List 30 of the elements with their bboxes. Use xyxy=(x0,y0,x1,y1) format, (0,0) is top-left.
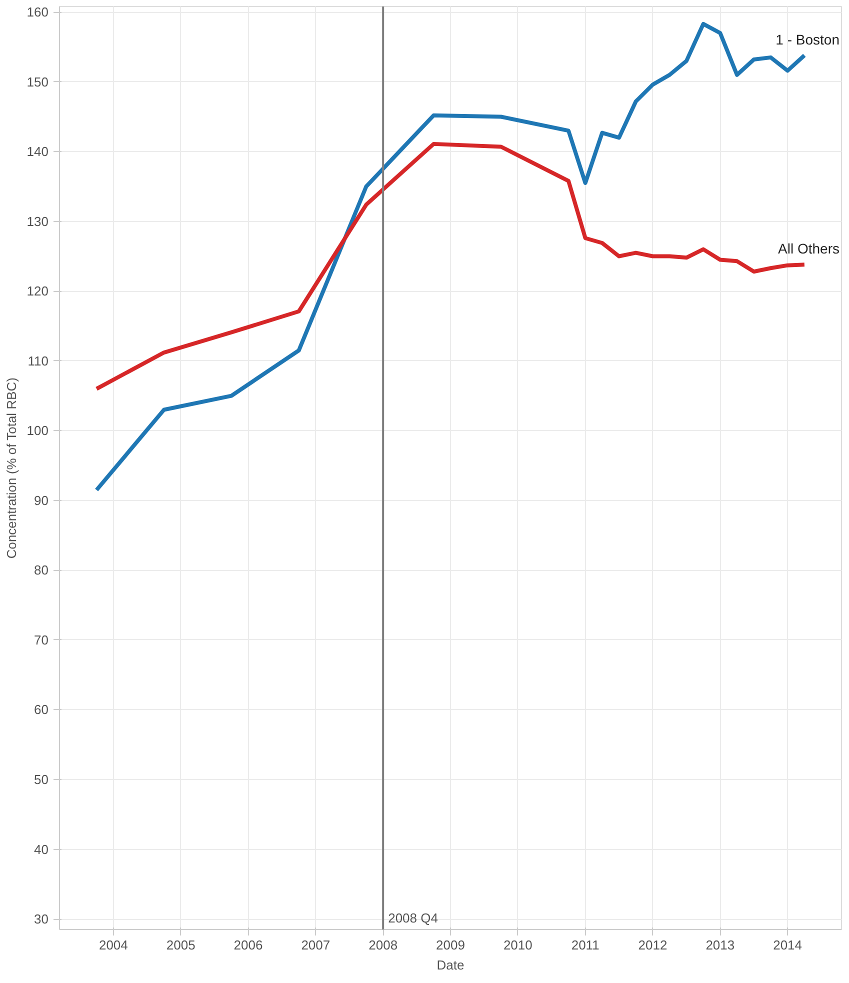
x-tick-label: 2012 xyxy=(638,938,668,952)
x-tick-label: 2008 xyxy=(368,938,398,952)
y-tick-label: 120 xyxy=(26,284,49,299)
x-tick-label: 2004 xyxy=(98,938,128,952)
x-axis-title: Date xyxy=(436,958,464,972)
y-tick-label: 60 xyxy=(34,702,49,718)
x-tick-label: 2007 xyxy=(301,938,330,952)
y-tick-label: 130 xyxy=(26,214,49,229)
y-tick-label: 110 xyxy=(28,353,49,368)
y-tick-label: 40 xyxy=(34,842,49,857)
y-tick-label: 70 xyxy=(34,632,49,648)
x-tick-label: 2005 xyxy=(166,938,196,952)
x-tick-label: 2010 xyxy=(503,938,532,952)
x-tick-label: 2011 xyxy=(571,938,600,952)
x-tick-label: 2006 xyxy=(234,938,263,952)
ref-line-label: 2008 Q4 xyxy=(388,910,438,926)
y-tick-label: 150 xyxy=(26,74,49,90)
y-tick-label: 80 xyxy=(34,562,49,578)
x-tick-label: 2009 xyxy=(436,938,465,952)
y-tick-label: 160 xyxy=(26,4,49,20)
y-axis-title: Concentration (% of Total RBC) xyxy=(4,378,19,559)
y-tick-label: 140 xyxy=(26,144,49,160)
y-tick-label: 90 xyxy=(34,492,49,508)
x-tick-label: 2013 xyxy=(706,938,735,952)
y-tick-label: 30 xyxy=(34,912,49,927)
series-label: All Others xyxy=(778,240,840,257)
y-tick-label: 100 xyxy=(26,423,49,438)
series-label: 1 - Boston xyxy=(776,31,840,48)
x-tick-label: 2014 xyxy=(773,938,802,952)
y-tick-label: 50 xyxy=(34,772,49,788)
